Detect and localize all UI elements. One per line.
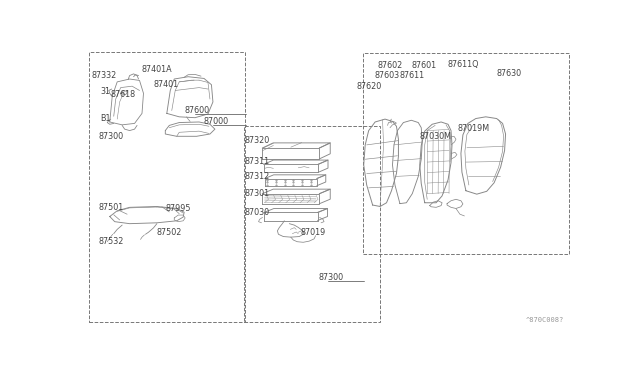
Text: 87401: 87401 (154, 80, 179, 89)
Text: 87311: 87311 (244, 157, 270, 166)
Text: 87602: 87602 (378, 61, 403, 70)
Text: 87611: 87611 (400, 71, 425, 80)
Text: 87320: 87320 (244, 136, 270, 145)
Text: 87618: 87618 (111, 90, 136, 99)
Text: 87502: 87502 (157, 228, 182, 237)
Text: 87030: 87030 (244, 208, 270, 217)
Text: 87301: 87301 (244, 189, 270, 198)
Text: 87601: 87601 (412, 61, 436, 70)
Text: 87611Q: 87611Q (447, 60, 479, 69)
Text: 87995: 87995 (165, 204, 191, 213)
Text: 87401A: 87401A (142, 65, 173, 74)
Text: 87630: 87630 (497, 68, 522, 78)
Text: 87030M: 87030M (420, 132, 452, 141)
Text: 87000: 87000 (203, 117, 228, 126)
Bar (363, 53, 568, 254)
Bar (89, 52, 245, 323)
Text: 87300: 87300 (99, 132, 124, 141)
Bar (244, 126, 380, 323)
Text: 87620: 87620 (356, 82, 382, 91)
Text: 87332: 87332 (92, 71, 116, 80)
Text: 87300: 87300 (318, 273, 343, 282)
Text: B1: B1 (100, 113, 110, 122)
Text: 87501: 87501 (99, 203, 124, 212)
Text: 87603: 87603 (374, 71, 400, 80)
Text: ^870C008?: ^870C008? (525, 317, 564, 323)
Text: 87532: 87532 (99, 237, 124, 246)
Text: 87312: 87312 (244, 172, 270, 181)
Text: 87019M: 87019M (458, 125, 490, 134)
Text: 87600: 87600 (184, 106, 209, 115)
Text: 31: 31 (101, 87, 111, 96)
Text: 87019: 87019 (301, 228, 326, 237)
